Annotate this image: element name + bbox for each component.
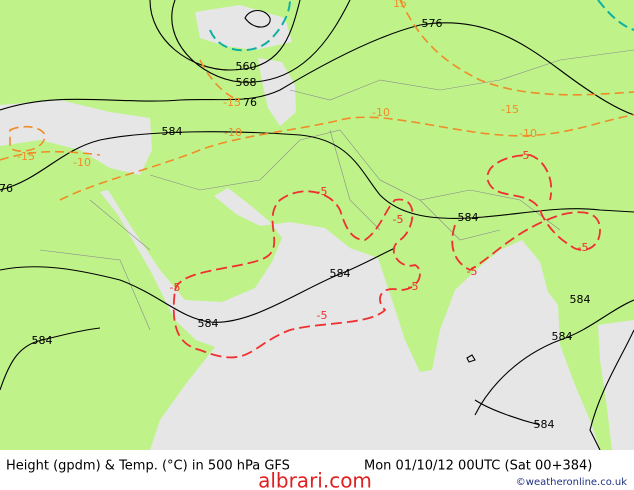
contour-minus15 [199, 0, 634, 101]
height-label: 568 [236, 76, 257, 89]
temperature-label: -15 [501, 103, 519, 116]
gulf-of-thailand [598, 320, 634, 450]
footer-time: Mon 01/10/12 00UTC (Sat 00+384) [364, 459, 592, 474]
temperature-label: -5 [578, 241, 589, 254]
temperature-label: -5 [519, 149, 530, 162]
watermark: albrari.com [258, 469, 372, 490]
temperature-label: -5 [317, 185, 328, 198]
temperature-contours [0, 0, 634, 359]
contour-minus10 [59, 114, 634, 201]
contour-minus5-east [451, 154, 601, 272]
contour-568 [171, 0, 351, 83]
temperature-label: -5 [408, 280, 419, 293]
temperature-label: -10 [372, 106, 390, 119]
indian-ocean [100, 188, 600, 450]
footer-credit: ©weatheronline.co.uk [516, 477, 627, 488]
temperature-label: -15 [17, 150, 35, 163]
temperature-label: 15 [393, 0, 407, 10]
temperature-label: -5 [393, 213, 404, 226]
height-label: 560 [236, 60, 257, 73]
height-label: 584 [330, 267, 351, 280]
country-borders [39, 49, 634, 331]
height-label: 576 [422, 17, 443, 30]
contour-small [466, 354, 476, 363]
caspian-sea [258, 58, 296, 126]
contour-576 [0, 22, 634, 116]
black-sea [195, 5, 292, 50]
contour-minus5-west [172, 190, 421, 359]
temperature-label: -10 [73, 156, 91, 169]
footer-title: Height (gpdm) & Temp. (°C) in 500 hPa GF… [6, 459, 290, 474]
height-label: 584 [32, 334, 53, 347]
height-label: 584 [552, 330, 573, 343]
height-label: 584 [162, 125, 183, 138]
temperature-label: -5 [467, 265, 478, 278]
height-label: 76 [243, 96, 257, 109]
temperature-label: -5 [317, 309, 328, 322]
contour-552 [244, 9, 271, 28]
temperature-label: -10 [519, 127, 537, 140]
temperature-label: -10 [224, 126, 242, 139]
temperature-label: -15 [223, 96, 241, 109]
contour-584-mid [0, 247, 396, 323]
temperature-label: -5 [170, 281, 181, 294]
height-label: 584 [534, 418, 555, 431]
contour-cold [209, 0, 634, 52]
seas [0, 5, 634, 450]
mediterranean-sea [0, 100, 152, 175]
contour-minus15-west [0, 125, 101, 161]
height-label: 76 [0, 182, 13, 195]
contour-560 [149, 0, 301, 71]
borders [39, 49, 634, 331]
contour-584-north [0, 131, 634, 219]
temperature-labels: 15-15-10-10 -15-10-15 -10-5-5-5-5-5-5-5-5 [17, 0, 588, 322]
height-label: 584 [458, 211, 479, 224]
height-labels: 576 560 568 76 584 76 584 584 584 584 584 584 584 [0, 17, 591, 431]
contour-584-east [474, 299, 634, 451]
height-label: 584 [570, 293, 591, 306]
height-label: 584 [198, 317, 219, 330]
footer-background [0, 450, 634, 490]
height-contours [0, 0, 634, 451]
contour-584-west [0, 327, 101, 391]
